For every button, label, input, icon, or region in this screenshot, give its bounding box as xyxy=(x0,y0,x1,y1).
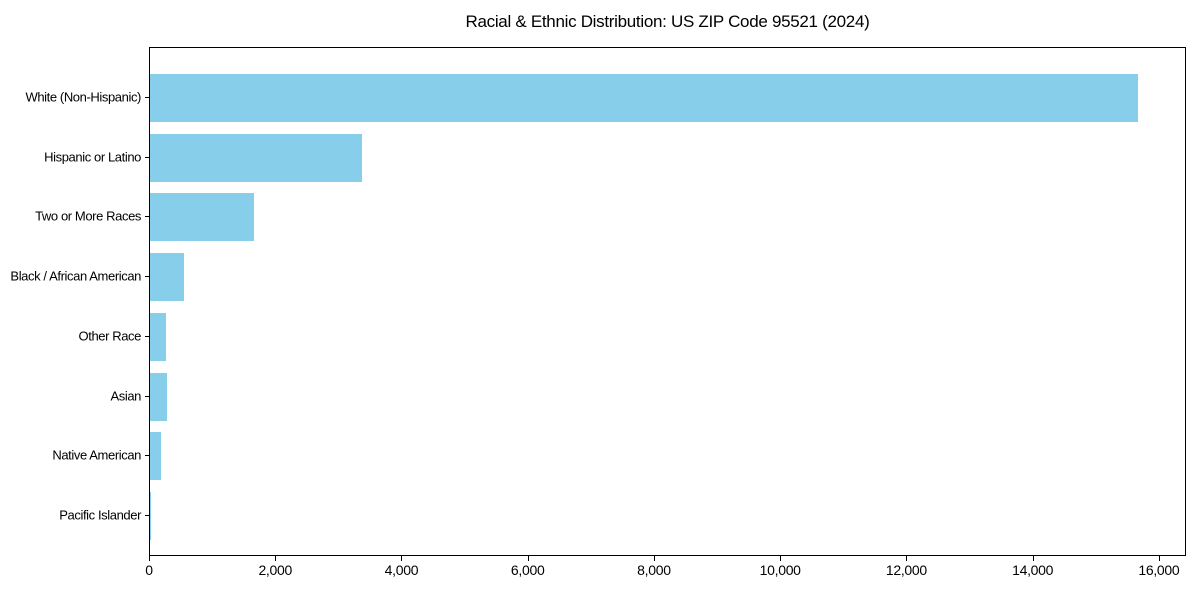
y-tick-label-hispanic-or-latino: Hispanic or Latino xyxy=(44,149,141,165)
bar-pacific-islander xyxy=(150,491,152,540)
bar-hispanic-or-latino xyxy=(150,133,363,182)
x-tick-label-2000: 2,000 xyxy=(258,562,292,578)
y-tick-mark xyxy=(145,335,149,337)
y-tick-mark xyxy=(145,276,149,278)
x-tick-label-0: 0 xyxy=(145,562,153,578)
y-tick-mark xyxy=(145,156,149,158)
x-tick-mark xyxy=(1158,556,1160,561)
y-tick-label-black-african-american: Black / African American xyxy=(10,268,141,284)
y-tick-mark xyxy=(145,216,149,218)
bar-white-non-hispanic xyxy=(150,74,1138,122)
x-tick-mark xyxy=(401,556,403,561)
x-tick-label-4000: 4,000 xyxy=(384,562,419,578)
bar-native-american xyxy=(150,432,162,481)
x-tick-mark xyxy=(906,556,908,561)
y-tick-label-two-or-more-races: Two or More Races xyxy=(35,208,141,224)
y-tick-mark xyxy=(145,97,149,98)
x-tick-label-10000: 10,000 xyxy=(759,562,801,578)
x-tick-mark xyxy=(653,556,655,561)
x-tick-mark xyxy=(1032,556,1034,561)
x-tick-mark xyxy=(149,556,150,561)
y-tick-label-native-american: Native American xyxy=(52,447,141,463)
plot-area xyxy=(149,47,1186,556)
bar-black-african-american xyxy=(150,253,185,302)
y-tick-label-asian: Asian xyxy=(110,388,141,403)
bar-other-race xyxy=(150,312,167,361)
y-tick-label-pacific-islander: Pacific Islander xyxy=(59,507,141,523)
bar-asian xyxy=(150,372,168,421)
x-tick-label-16000: 16,000 xyxy=(1138,562,1180,578)
x-tick-mark xyxy=(275,556,277,561)
y-tick-mark xyxy=(145,514,149,516)
y-tick-mark xyxy=(145,395,149,397)
y-tick-label-white-non-hispanic: White (Non-Hispanic) xyxy=(25,89,141,105)
x-tick-label-12000: 12,000 xyxy=(885,562,927,578)
x-tick-label-6000: 6,000 xyxy=(510,562,545,578)
bar-two-or-more-races xyxy=(150,193,255,242)
x-tick-label-8000: 8,000 xyxy=(637,562,671,578)
chart-title: Racial & Ethnic Distribution: US ZIP Cod… xyxy=(465,12,870,31)
x-tick-mark xyxy=(780,556,782,561)
y-tick-mark xyxy=(145,455,149,457)
x-tick-label-14000: 14,000 xyxy=(1012,562,1054,578)
y-tick-label-other-race: Other Race xyxy=(78,328,142,344)
x-tick-mark xyxy=(527,556,529,561)
